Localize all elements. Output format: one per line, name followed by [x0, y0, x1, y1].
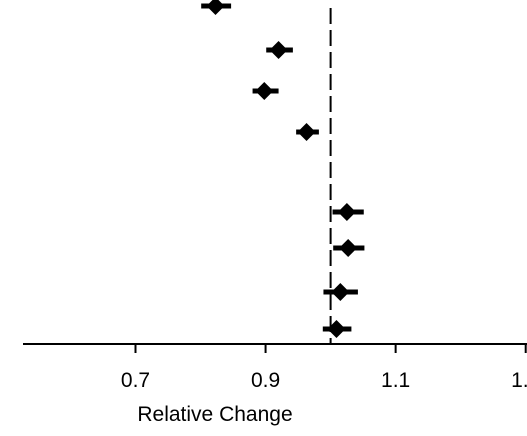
- data-points: [201, 0, 365, 338]
- x-tick-label: 0.7: [121, 369, 150, 392]
- x-tick-label: 1.3: [511, 369, 527, 392]
- x-axis-title: Relative Change: [137, 403, 292, 426]
- point-estimate-marker: [206, 0, 225, 15]
- point-estimate-marker: [327, 320, 346, 338]
- point-estimate-marker: [339, 239, 358, 257]
- x-axis: [23, 343, 527, 353]
- point-estimate-marker: [255, 82, 274, 100]
- point-estimate-marker: [269, 41, 288, 59]
- x-tick-labels: 0.7 0.9 1.1 1.3: [121, 369, 527, 392]
- point-estimate-marker: [331, 283, 350, 301]
- x-tick-label: 1.1: [381, 369, 410, 392]
- x-tick-label: 0.9: [251, 369, 280, 392]
- point-estimate-marker: [297, 123, 316, 141]
- point-estimate-marker: [337, 203, 356, 221]
